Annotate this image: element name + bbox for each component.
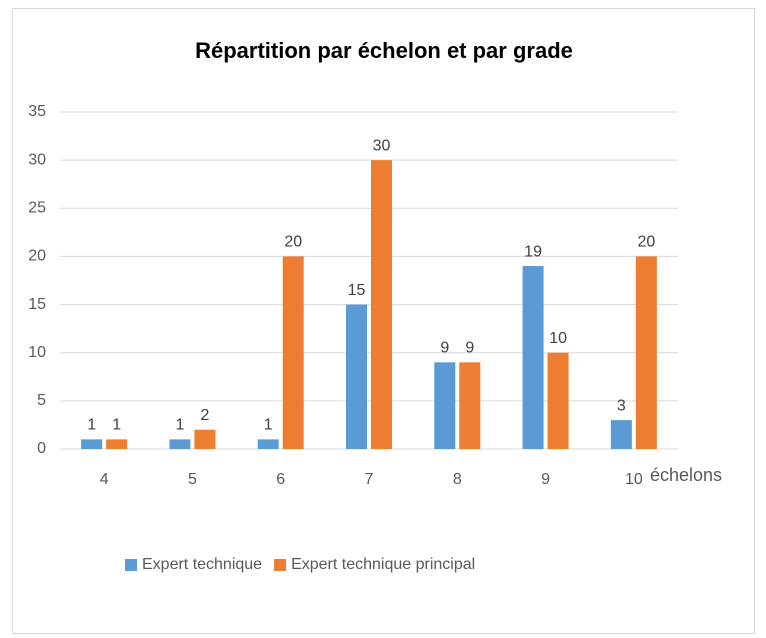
y-tick-label: 15 xyxy=(28,296,46,313)
y-tick-label: 5 xyxy=(37,392,46,409)
data-label: 9 xyxy=(440,340,449,357)
y-tick-label: 30 xyxy=(28,151,46,168)
data-label: 20 xyxy=(637,234,655,251)
bar xyxy=(547,352,569,449)
legend-swatch xyxy=(125,559,137,571)
data-label: 3 xyxy=(617,397,626,414)
data-label: 10 xyxy=(549,330,567,347)
bar xyxy=(459,362,481,449)
data-label: 1 xyxy=(264,417,273,434)
data-label: 20 xyxy=(284,234,302,251)
data-label: 2 xyxy=(200,407,209,424)
chart-title: Répartition par échelon et par grade xyxy=(195,38,573,63)
bar xyxy=(81,439,103,449)
y-tick-label: 35 xyxy=(28,103,46,120)
bar xyxy=(635,256,657,449)
legend-label: Expert technique principal xyxy=(291,556,475,573)
data-label: 1 xyxy=(175,417,184,434)
y-tick-label: 0 xyxy=(37,440,46,457)
bar xyxy=(610,420,632,449)
bar xyxy=(434,362,456,449)
data-label: 1 xyxy=(112,417,121,434)
bar xyxy=(346,304,367,449)
x-tick-label: 10 xyxy=(625,471,643,488)
bar xyxy=(106,439,128,449)
bar xyxy=(257,439,279,449)
data-label: 9 xyxy=(465,340,474,357)
y-tick-label: 25 xyxy=(28,200,46,217)
bar xyxy=(194,429,216,449)
x-tick-label: 6 xyxy=(276,471,285,488)
x-tick-label: 7 xyxy=(365,471,374,488)
data-label: 1 xyxy=(87,417,96,434)
legend-swatch xyxy=(274,559,287,571)
y-tick-label: 20 xyxy=(28,248,46,265)
bar xyxy=(169,439,191,449)
bar xyxy=(371,160,392,449)
x-tick-label: 8 xyxy=(453,471,462,488)
legend-label: Expert technique xyxy=(142,556,262,573)
x-tick-label: 9 xyxy=(541,471,550,488)
data-label: 30 xyxy=(373,137,391,154)
x-tick-label: 4 xyxy=(100,471,109,488)
bar xyxy=(282,256,304,449)
data-label: 15 xyxy=(348,282,366,299)
data-label: 19 xyxy=(524,243,542,260)
y-tick-label: 10 xyxy=(28,344,46,361)
bar xyxy=(522,266,544,449)
x-tick-label: 5 xyxy=(188,471,197,488)
x-axis-label: échelons xyxy=(650,465,722,485)
